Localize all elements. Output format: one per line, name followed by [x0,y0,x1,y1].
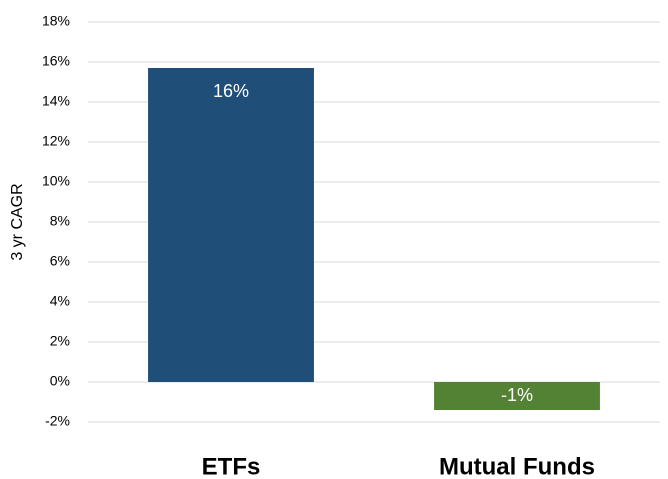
x-tick-label: Mutual Funds [439,453,595,479]
y-axis-label: 3 yr CAGR [9,183,26,260]
y-tick-label: 0% [50,373,70,389]
y-tick-label: 14% [42,93,70,109]
x-tick-label: ETFs [202,453,261,479]
y-tick-label: 10% [42,173,70,189]
y-tick-label: 16% [42,53,70,69]
value-label: -1% [501,385,533,405]
y-tick-label: 18% [42,13,70,29]
value-label: 16% [213,81,249,101]
y-tick-label: 2% [50,333,70,349]
y-tick-label: -2% [45,413,70,429]
y-tick-label: 4% [50,293,70,309]
bar [148,68,314,382]
bar [434,382,600,410]
y-tick-label: 8% [50,213,70,229]
y-tick-label: 12% [42,133,70,149]
y-tick-label: 6% [50,253,70,269]
